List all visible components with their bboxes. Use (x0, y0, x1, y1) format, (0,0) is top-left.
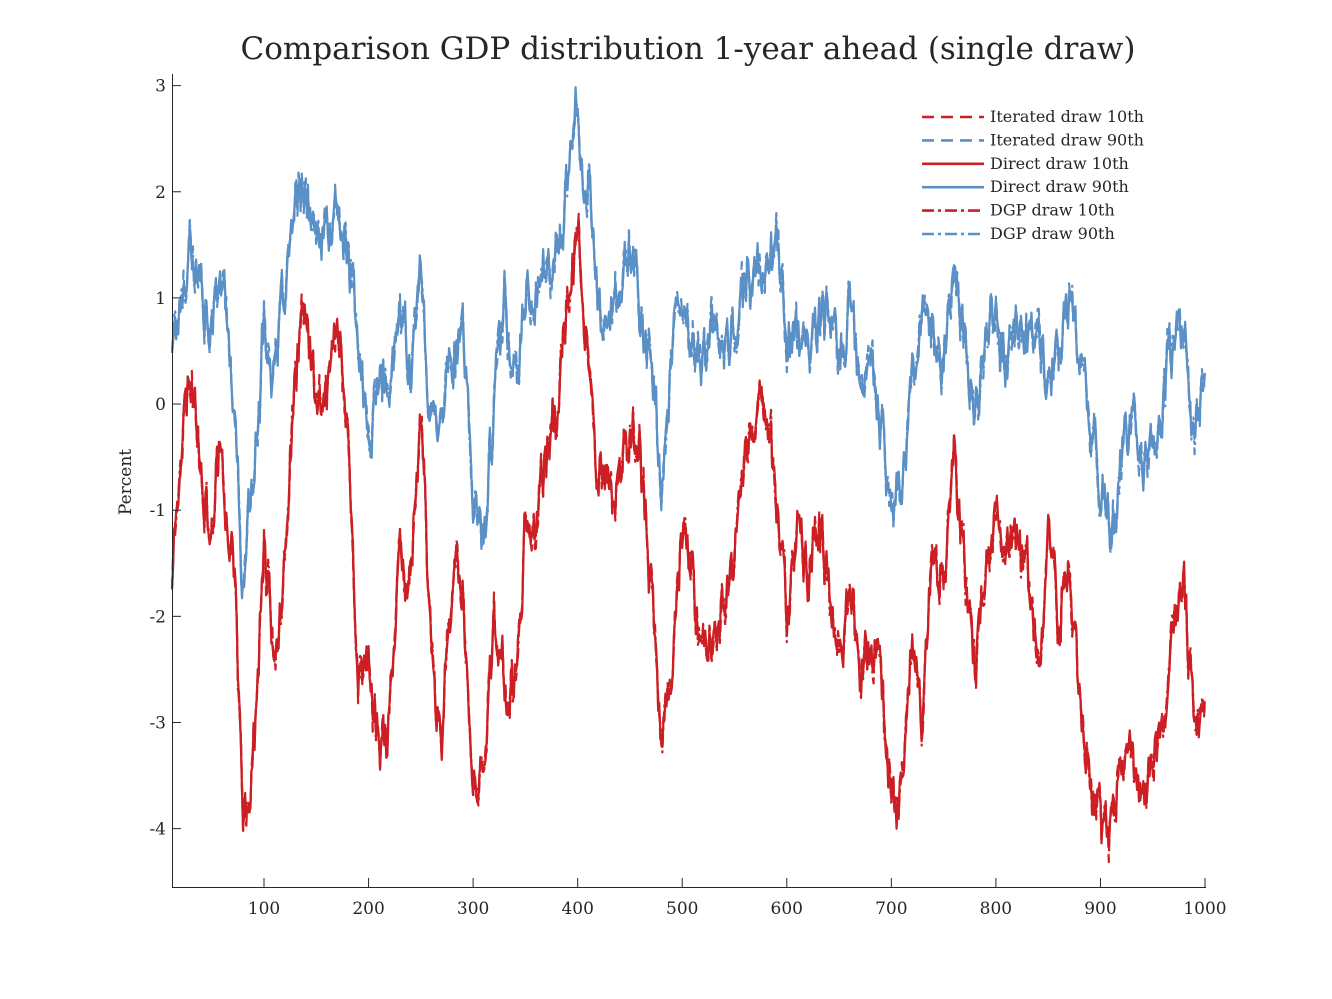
legend-entry: Direct draw 90th (922, 177, 1129, 196)
x-tick-label: 400 (561, 899, 593, 919)
legend-label: Direct draw 10th (990, 154, 1129, 173)
legend-entries: Iterated draw 10th Iterated draw 90th Dire… (922, 107, 1144, 243)
legend-entry: Iterated draw 10th (922, 107, 1144, 126)
y-tick-label: -1 (149, 501, 166, 521)
legend-entry: DGP draw 90th (922, 224, 1115, 243)
x-tick-label: 800 (980, 899, 1012, 919)
y-tick-label: 1 (155, 289, 166, 309)
legend-label: DGP draw 10th (990, 201, 1115, 220)
y-axis-label: Percent (116, 449, 136, 515)
x-tick-label: 500 (666, 899, 698, 919)
chart-title: Comparison GDP distribution 1-year ahead… (241, 31, 1136, 67)
legend-box (910, 102, 1126, 247)
legend-label: Iterated draw 90th (990, 130, 1144, 149)
plot-lines (170, 86, 1207, 864)
legend: Iterated draw 10th Iterated draw 90th Dire… (910, 102, 1144, 247)
axes (172, 74, 1206, 888)
legend-entry: Direct draw 10th (922, 154, 1129, 173)
legend-label: DGP draw 90th (990, 224, 1115, 243)
y-ticks: -4 -3 -2 -1 0 1 2 3 (149, 77, 181, 840)
y-tick-label: -4 (149, 820, 166, 840)
x-ticks: 100 200 300 400 500 600 700 800 900 1000 (248, 878, 1227, 919)
y-tick-label: -2 (149, 607, 166, 627)
y-tick-label: 3 (155, 77, 166, 97)
x-tick-label: 900 (1084, 899, 1116, 919)
x-tick-label: 100 (248, 899, 280, 919)
x-tick-label: 1000 (1183, 899, 1226, 919)
dgp-90th-line (170, 97, 1206, 598)
dgp-10th-line (170, 218, 1207, 851)
y-tick-label: 2 (155, 183, 166, 203)
legend-label: Iterated draw 10th (990, 107, 1144, 126)
x-tick-label: 200 (352, 899, 384, 919)
x-tick-label: 300 (457, 899, 489, 919)
legend-entry: DGP draw 10th (922, 201, 1115, 220)
y-tick-label: -3 (149, 713, 166, 733)
x-tick-label: 600 (771, 899, 803, 919)
legend-entry: Iterated draw 90th (922, 130, 1144, 149)
legend-label: Direct draw 90th (990, 177, 1129, 196)
x-tick-label: 700 (875, 899, 907, 919)
y-tick-label: 0 (155, 395, 166, 415)
